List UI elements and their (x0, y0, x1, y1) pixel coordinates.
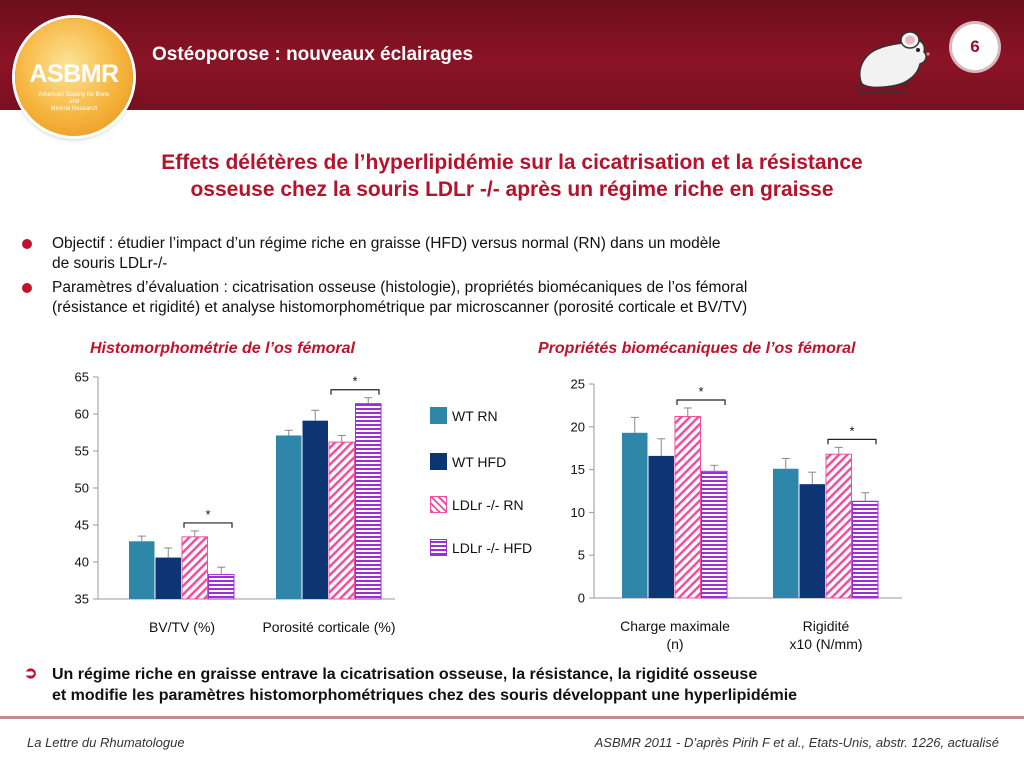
logo-subtitle: American Society for Bone and Mineral Re… (35, 92, 113, 113)
chart-biomechanics: 0 5 10 15 20 25 Charge maximale (n) Rigidité x10 … (571, 377, 902, 652)
bullet-line: (résistance et rigidité) et analyse hist… (52, 299, 748, 316)
legend-swatch-ldlr-rn (430, 496, 447, 513)
legend-label: WT RN (452, 408, 498, 424)
y-tick-label: 10 (571, 505, 585, 520)
category-label: Rigidité (803, 618, 850, 634)
bar (302, 420, 328, 599)
footer-reference: ASBMR 2011 - D’après Pirih F et al., Eta… (594, 735, 999, 750)
bullet-line: Paramètres d’évaluation : cicatrisation … (52, 279, 748, 296)
legend-item-wt-hfd: WT HFD (430, 453, 506, 470)
bar (799, 484, 825, 598)
legend-label: LDLr -/- RN (452, 497, 524, 513)
bar (773, 468, 799, 598)
category-label: x10 (N/mm) (789, 636, 862, 652)
page-number-badge: 6 (952, 24, 998, 70)
chart-title-biomechanics: Propriétés biomécaniques de l’os fémoral (538, 340, 856, 357)
y-tick-label: 25 (571, 377, 585, 392)
y-tick-label: 65 (75, 370, 89, 385)
significance-star: * (352, 374, 357, 389)
legend-swatch-wt-rn (430, 407, 447, 424)
bar (181, 536, 208, 600)
chart-title-histomorphometry: Histomorphométrie de l’os fémoral (90, 340, 355, 357)
y-tick-label: 0 (578, 591, 585, 606)
bar (622, 432, 648, 598)
y-tick-label: 5 (578, 548, 585, 563)
bar (852, 500, 879, 599)
legend-item-ldlr-rn: LDLr -/- RN (430, 496, 524, 513)
significance-bracket (827, 438, 877, 445)
legend-label: WT HFD (452, 454, 507, 470)
bullet-objective: Objectif : étudier l’impact d’un régime … (22, 234, 972, 274)
y-tick-label: 45 (75, 518, 89, 533)
bullet-parameters: Paramètres d’évaluation : cicatrisation … (22, 278, 972, 318)
significance-star: * (205, 507, 210, 522)
bullet-line: de souris LDLr-/- (52, 255, 168, 272)
bar (328, 441, 355, 600)
y-tick-label: 20 (571, 419, 585, 434)
logo-subtitle-line: American Society for Bone (38, 92, 110, 98)
bar (701, 470, 728, 599)
mouse-icon (857, 31, 930, 95)
legend-label: LDLr -/- HFD (452, 540, 533, 556)
bullet-dot-icon (22, 283, 32, 293)
y-tick-label: 60 (75, 407, 89, 422)
y-tick-label: 35 (75, 592, 89, 607)
category-label: BV/TV (%) (149, 619, 215, 635)
logo-name: ASBMR (29, 60, 119, 88)
header-title: Ostéoporose : nouveaux éclairages (152, 44, 474, 65)
conclusion-line: Un régime riche en graisse entrave la ci… (52, 666, 758, 683)
asbmr-logo: ASBMR American Society for Bone and Mine… (15, 18, 133, 136)
bar (208, 574, 235, 600)
y-tick-label: 40 (75, 555, 89, 570)
arrow-right-icon: ➲ (24, 665, 38, 682)
bullet-line: Objectif : étudier l’impact d’un régime … (52, 235, 721, 252)
legend-swatch-wt-hfd (430, 453, 447, 470)
legend-item-ldlr-hfd: LDLr -/- HFD (430, 539, 532, 556)
significance-bracket (676, 399, 726, 405)
bar (129, 541, 155, 599)
slide-title-line: Effets délétères de l’hyperlipidémie sur… (161, 151, 863, 174)
category-label: Porosité corticale (%) (262, 619, 395, 635)
significance-bracket (330, 389, 380, 395)
y-tick-label: 15 (571, 462, 585, 477)
chart-histomorphometry: 35 40 45 50 55 60 65 BV/TV (%) Porosité cortical… (75, 370, 396, 636)
bar (674, 416, 701, 599)
header-banner: Ostéoporose : nouveaux éclairages 6 (0, 0, 1024, 110)
bar (276, 435, 302, 599)
bar (825, 453, 852, 599)
bullet-dot-icon (22, 239, 32, 249)
conclusion-line: et modifie les paramètres histomorphomét… (52, 687, 798, 704)
significance-star: * (849, 423, 854, 438)
footer-divider (0, 716, 1024, 719)
logo-subtitle-line: and (68, 99, 79, 105)
significance-bracket (183, 522, 233, 528)
category-label: Charge maximale (620, 618, 730, 634)
bar (648, 455, 674, 598)
significance-star: * (698, 384, 703, 399)
conclusion: Un régime riche en graisse entrave la ci… (52, 664, 992, 706)
slide-title-line: osseuse chez la souris LDLr -/- après un… (190, 178, 834, 201)
legend-swatch-ldlr-hfd (430, 539, 447, 556)
category-label: (n) (666, 636, 683, 652)
bar (355, 403, 382, 600)
bar (155, 557, 181, 599)
footer-journal: La Lettre du Rhumatologue (27, 735, 185, 750)
legend-item-wt-rn: WT RN (430, 407, 498, 424)
y-tick-label: 55 (75, 444, 89, 459)
slide-title: Effets délétères de l’hyperlipidémie sur… (0, 149, 1024, 203)
logo-subtitle-line: Mineral Research (50, 106, 98, 112)
y-tick-label: 50 (75, 481, 89, 496)
